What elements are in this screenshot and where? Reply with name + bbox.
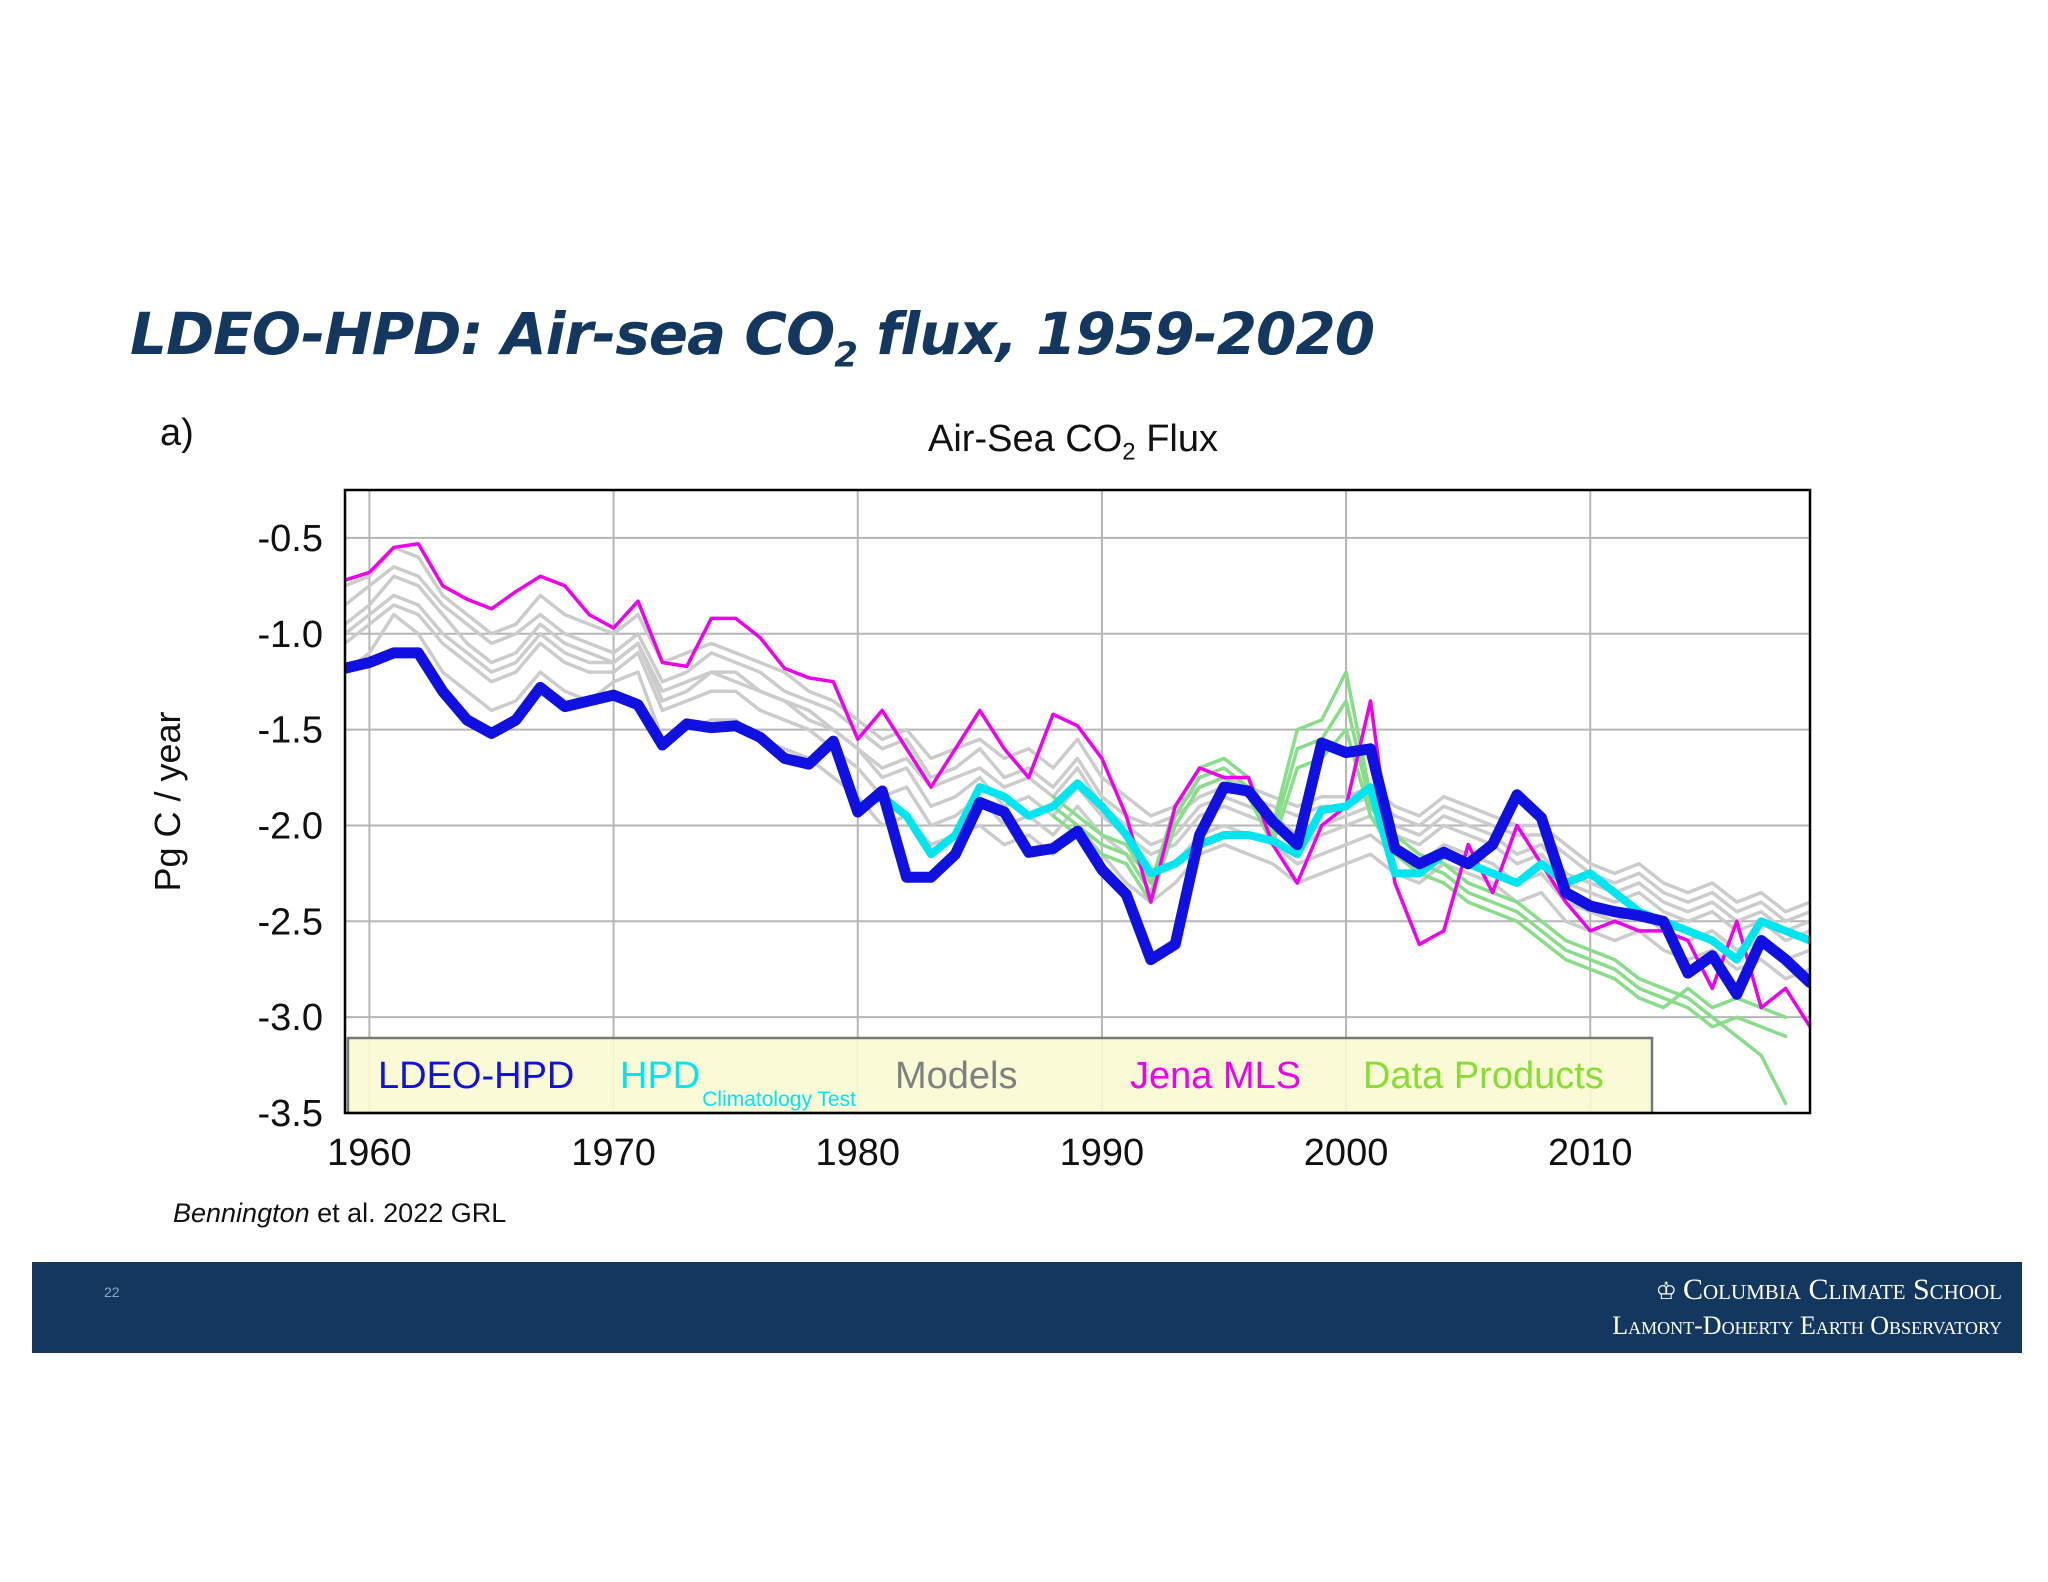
- x-tick-label: 1980: [815, 1132, 900, 1174]
- footer-organization: ♔ Columbia Climate School Lamont-Doherty …: [1612, 1272, 2002, 1342]
- y-axis-label: Pg C / year: [147, 711, 188, 891]
- y-tick-label: -3.0: [258, 997, 323, 1039]
- y-tick-label: -0.5: [258, 518, 323, 560]
- series-line-jena-mls: [345, 541, 1810, 1029]
- series-line-models: [345, 593, 1810, 933]
- series-line-ldeo-hpd: [345, 647, 1810, 1000]
- footer-observatory: Lamont-Doherty Earth Observatory: [1612, 1311, 2002, 1340]
- slide-title: LDEO-HPD: Air-sea CO2 flux, 1959-2020: [130, 300, 1375, 376]
- y-tick-label: -2.5: [258, 901, 323, 943]
- plot-frame: [343, 488, 1812, 1115]
- plot-area: [345, 490, 1810, 1113]
- grid-lines: [345, 490, 1810, 1114]
- series-line-models: [345, 574, 1810, 943]
- citation: Bennington et al. 2022 GRL: [173, 1198, 507, 1228]
- x-tick-label: 1970: [571, 1132, 656, 1174]
- page-number: 22: [104, 1284, 120, 1300]
- legend-entry: Jena MLS: [1130, 1055, 1301, 1097]
- y-tick-label: -2.0: [258, 805, 323, 847]
- series-lines: [345, 541, 1810, 1106]
- series-line-models: [345, 545, 1810, 914]
- tick-labels: 1960 1970 1980 1990 2000 2010 -0.5 -1.0 -1.5 -2.0…: [258, 518, 1633, 1174]
- series-line-models: [345, 603, 1810, 962]
- footer-school: Columbia Climate School: [1682, 1273, 2002, 1306]
- legend-entry: LDEO-HPD: [378, 1055, 574, 1097]
- legend-entry: Data Products: [1363, 1055, 1604, 1097]
- y-tick-label: -1.0: [258, 614, 323, 656]
- panel-label: a): [160, 412, 194, 454]
- legend-entry: Models: [895, 1055, 1018, 1097]
- y-tick-label: -3.5: [258, 1093, 323, 1135]
- footer-bar: [32, 1262, 2022, 1353]
- x-tick-label: 1960: [327, 1132, 412, 1174]
- x-tick-label: 1990: [1060, 1132, 1145, 1174]
- chart-title: Air-Sea CO2 Flux: [928, 418, 1218, 466]
- crown-icon: ♔: [1655, 1279, 1677, 1305]
- x-tick-label: 2000: [1304, 1132, 1389, 1174]
- y-tick-label: -1.5: [258, 710, 323, 752]
- x-tick-label: 2010: [1548, 1132, 1633, 1174]
- series-line-models: [345, 564, 1810, 924]
